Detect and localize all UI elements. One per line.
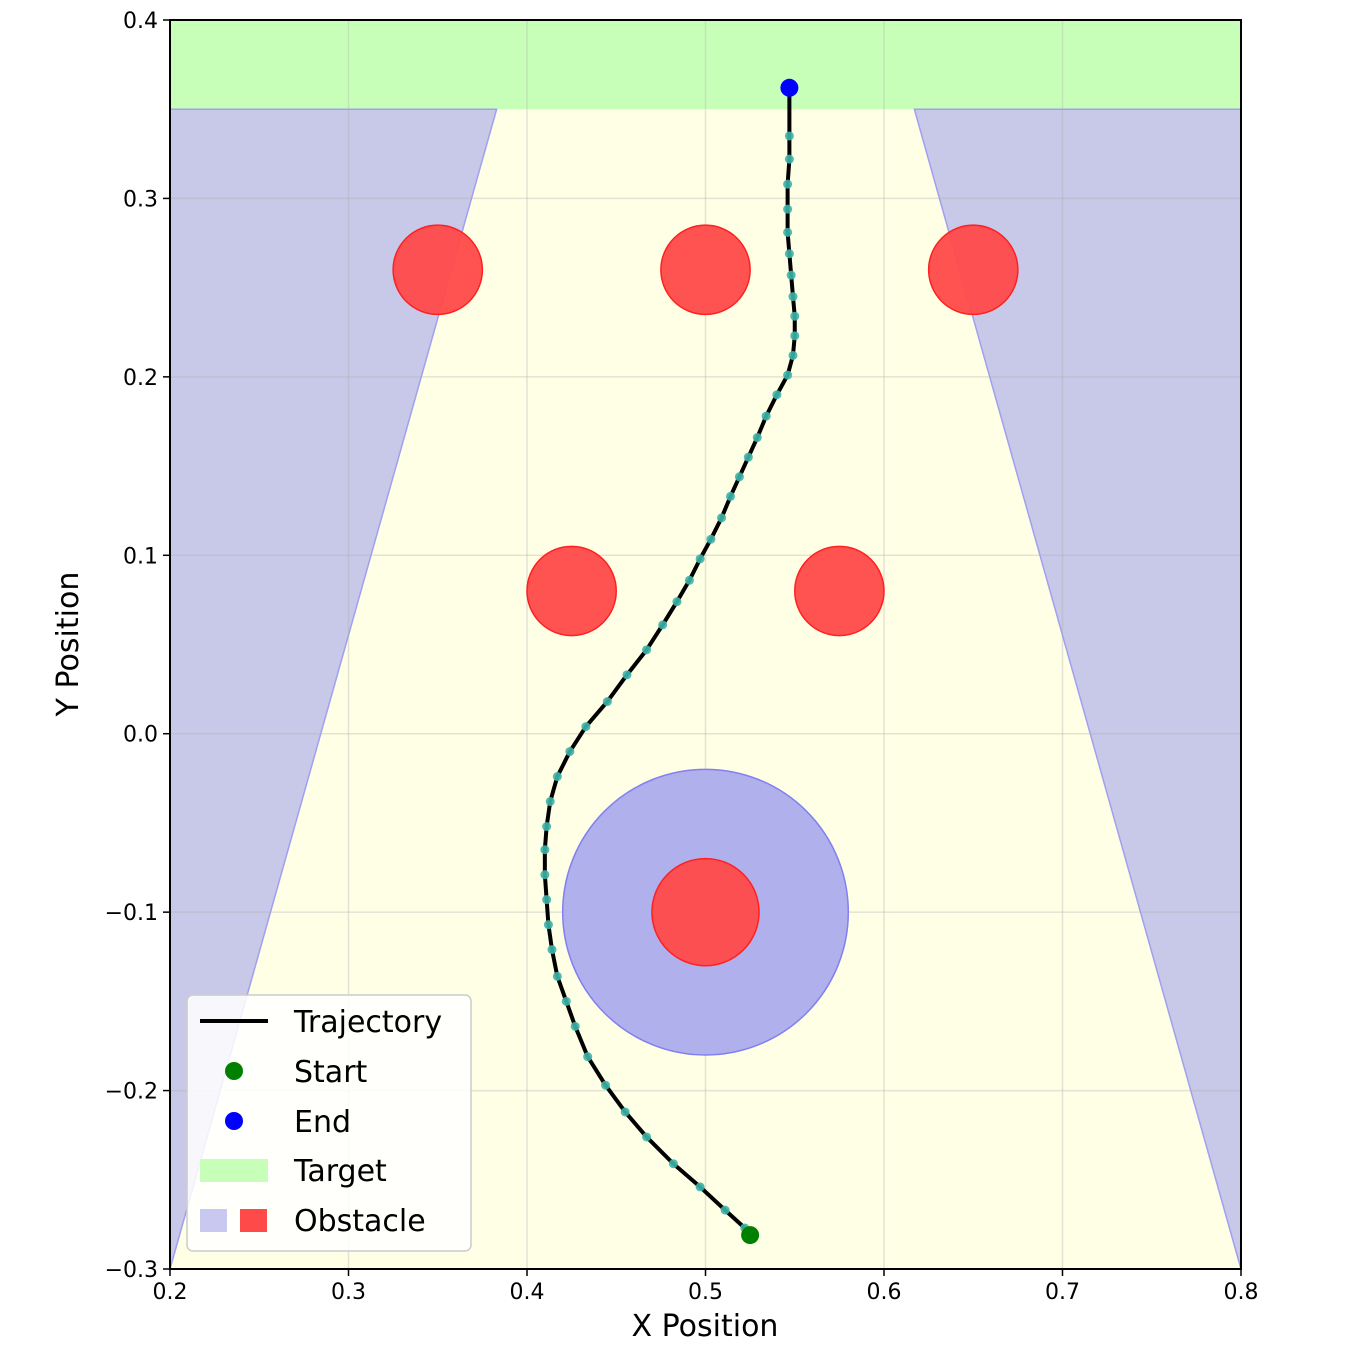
y-tick-label: 0.1 xyxy=(123,544,158,569)
trajectory-waypoint xyxy=(672,597,682,607)
trajectory-waypoint xyxy=(658,620,668,630)
legend-target-label: Target xyxy=(293,1154,387,1189)
trajectory-waypoint xyxy=(788,292,798,302)
y-tick-label: −0.2 xyxy=(105,1080,158,1105)
trajectory-waypoint xyxy=(786,270,796,280)
obstacles-layer xyxy=(392,224,1019,1056)
start-point xyxy=(741,1226,760,1245)
trajectory-waypoint xyxy=(783,179,793,189)
target-region xyxy=(170,20,1241,110)
trajectory-waypoint xyxy=(668,1159,678,1169)
trajectory-waypoint xyxy=(552,971,562,981)
trajectory-waypoint xyxy=(540,845,550,855)
trajectory-waypoint xyxy=(784,154,794,164)
obstacle-circle xyxy=(526,545,617,637)
trajectory-waypoint xyxy=(552,772,562,782)
trajectory-waypoint xyxy=(783,227,793,237)
trajectory-waypoint xyxy=(784,131,794,141)
obstacle-circle xyxy=(927,224,1019,316)
legend-target-swatch xyxy=(200,1159,268,1182)
legend-start-swatch xyxy=(225,1062,243,1080)
trajectory-waypoint xyxy=(565,747,575,757)
trajectory-waypoint xyxy=(542,821,552,831)
legend-box xyxy=(186,994,472,1252)
trajectory-waypoint xyxy=(642,1132,652,1142)
trajectory-waypoint xyxy=(788,350,798,360)
trajectory-waypoint xyxy=(734,472,744,482)
y-tick-label: −0.3 xyxy=(105,1258,158,1283)
x-tick-label: 0.7 xyxy=(1045,1280,1080,1305)
trajectory-waypoint xyxy=(761,411,771,421)
trajectory-waypoint xyxy=(783,204,793,214)
trajectory-waypoint xyxy=(545,797,555,807)
y-tick-label: −0.1 xyxy=(105,901,158,926)
obstacle-circle xyxy=(794,545,885,637)
x-tick-label: 0.5 xyxy=(688,1280,723,1305)
trajectory-waypoint xyxy=(602,697,612,707)
x-tick-label: 0.8 xyxy=(1224,1280,1259,1305)
y-tick-label: 0.0 xyxy=(123,723,158,748)
y-axis-title: Y Position xyxy=(51,572,86,718)
legend-end-swatch xyxy=(225,1112,243,1130)
trajectory-waypoint xyxy=(695,554,705,564)
trajectory-waypoint xyxy=(784,249,794,259)
trajectory-waypoint xyxy=(790,311,800,321)
end-point xyxy=(780,78,799,97)
obstacle-circle xyxy=(651,857,760,967)
x-axis-ticks: 0.2 0.3 0.4 0.5 0.6 0.7 0.8 xyxy=(153,1269,1259,1305)
trajectory-waypoint xyxy=(547,945,557,955)
legend: Trajectory Start End Target Obstacle xyxy=(186,994,472,1252)
trajectory-waypoint xyxy=(720,1205,730,1215)
legend-start-label: Start xyxy=(294,1055,368,1090)
trajectory-waypoint xyxy=(783,370,793,380)
legend-obstacle-swatch xyxy=(240,1209,267,1232)
trajectory-waypoint xyxy=(601,1080,611,1090)
regions-layer xyxy=(169,20,1242,1270)
trajectory-layer xyxy=(540,78,800,1245)
obstacle-circle xyxy=(392,224,484,316)
obstacle-circle xyxy=(660,224,751,316)
trajectory-waypoint xyxy=(772,390,782,400)
x-tick-label: 0.2 xyxy=(153,1280,188,1305)
trajectory-waypoint xyxy=(695,1182,705,1192)
trajectory-waypoint xyxy=(717,513,727,523)
trajectory-waypoint xyxy=(540,870,550,880)
legend-obstacle-zone-swatch xyxy=(200,1209,227,1232)
trajectory-waypoint xyxy=(620,1107,630,1117)
trajectory-waypoint xyxy=(581,722,591,732)
trajectory-waypoint xyxy=(583,1052,593,1062)
y-tick-label: 0.4 xyxy=(123,9,158,34)
trajectory-waypoint xyxy=(725,491,735,501)
trajectory-waypoint xyxy=(570,1021,580,1031)
y-tick-label: 0.3 xyxy=(123,187,158,212)
legend-obstacle-label: Obstacle xyxy=(294,1204,426,1239)
legend-end-label: End xyxy=(294,1105,351,1140)
trajectory-waypoint xyxy=(790,331,800,341)
trajectory-waypoint xyxy=(543,920,553,930)
legend-trajectory-label: Trajectory xyxy=(293,1005,442,1040)
x-tick-label: 0.3 xyxy=(331,1280,366,1305)
trajectory-waypoint xyxy=(561,996,571,1006)
y-tick-label: 0.2 xyxy=(123,366,158,391)
y-axis-ticks: −0.3 −0.2 −0.1 0.0 0.1 0.2 0.3 0.4 xyxy=(105,9,170,1283)
trajectory-waypoint xyxy=(752,433,762,443)
x-tick-label: 0.6 xyxy=(867,1280,902,1305)
trajectory-waypoint xyxy=(542,895,552,905)
x-tick-label: 0.4 xyxy=(510,1280,545,1305)
trajectory-waypoint xyxy=(706,534,716,544)
trajectory-waypoint xyxy=(622,670,632,680)
trajectory-waypoint xyxy=(743,452,753,462)
trajectory-waypoint xyxy=(642,645,652,655)
trajectory-waypoint xyxy=(684,575,694,585)
x-axis-title: X Position xyxy=(632,1309,779,1344)
